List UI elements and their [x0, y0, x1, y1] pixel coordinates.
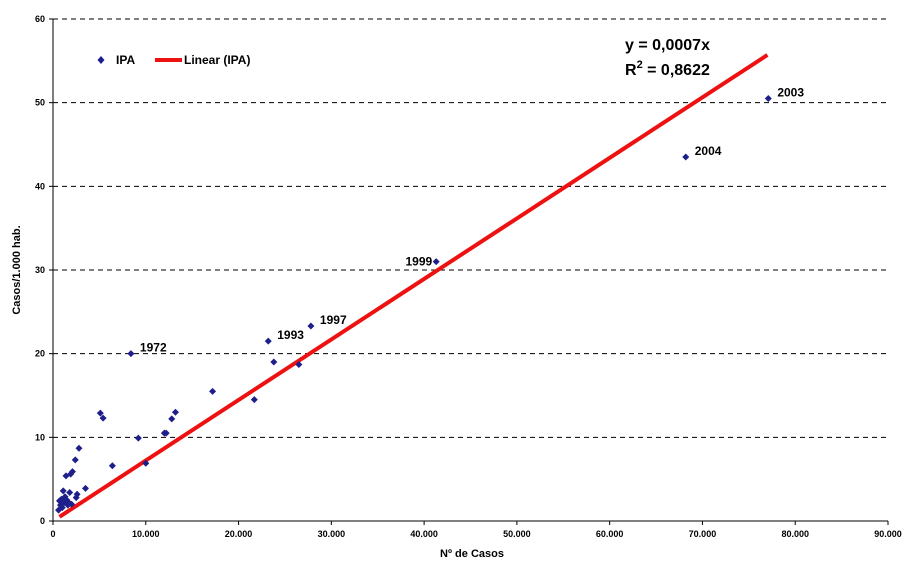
legend-label-linear: Linear (IPA)	[184, 53, 250, 67]
data-point-14	[68, 500, 76, 508]
x-tick-label-2: 20.000	[225, 529, 253, 539]
data-point-36	[307, 322, 315, 330]
data-point-30	[171, 408, 179, 416]
point-annotations: 1972 1993 1997 1999 2003 2004	[140, 85, 804, 354]
gridlines	[53, 18, 888, 438]
data-point-5	[59, 487, 67, 495]
y-tick-label-2: 20	[35, 349, 45, 359]
trendline-linear-ipa	[58, 53, 769, 519]
data-point-28	[162, 429, 170, 437]
x-tick-label-0: 0	[50, 529, 55, 539]
x-tick-label-7: 70.000	[689, 529, 717, 539]
data-point-26	[142, 459, 150, 467]
x-axis-title: Nº de Casos	[440, 548, 504, 560]
data-point-20	[81, 484, 89, 492]
x-tick-label-5: 50.000	[503, 529, 531, 539]
r-squared-superscript: 2	[637, 59, 643, 71]
data-point-34	[270, 358, 278, 366]
point-label-1972: 1972	[140, 341, 167, 355]
y-tick-labels: 0 10 20 30 40 50 60	[35, 14, 45, 526]
point-label-1999: 1999	[405, 255, 432, 269]
data-point-29	[168, 415, 176, 423]
data-point-25	[134, 434, 142, 442]
data-point-16	[71, 456, 79, 464]
r-squared-value: = 0,8622	[643, 62, 710, 79]
x-tick-label-3: 30.000	[318, 529, 346, 539]
data-point-21	[96, 409, 104, 417]
data-point-18	[73, 490, 81, 498]
data-point-32	[250, 396, 258, 404]
x-tick-label-4: 40.000	[410, 529, 438, 539]
data-point-24	[127, 350, 135, 358]
legend: IPA Linear (IPA)	[97, 53, 250, 67]
data-point-37	[432, 258, 440, 266]
y-tick-label-1: 10	[35, 432, 45, 442]
x-tick-labels: 0 10.000 20.000 30.000 40.000 50.000 60.000 70.…	[50, 529, 901, 539]
x-tick-label-1: 10.000	[132, 529, 160, 539]
data-point-31	[209, 387, 217, 395]
data-point-39	[764, 94, 772, 102]
data-point-33	[264, 337, 272, 345]
y-tick-label-0: 0	[40, 516, 45, 526]
data-point-22	[99, 414, 107, 422]
y-tick-label-3: 30	[35, 265, 45, 275]
y-tick-label-4: 40	[35, 181, 45, 191]
trendline-equation: y = 0,0007x R2 = 0,8622	[625, 37, 710, 79]
data-point-35	[295, 361, 303, 369]
axes	[49, 18, 889, 525]
x-tick-label-6: 60.000	[596, 529, 624, 539]
y-axis-title: Casos/1.000 hab.	[11, 225, 23, 314]
point-label-1997: 1997	[320, 313, 347, 327]
point-label-2004: 2004	[695, 144, 722, 158]
data-point-23	[108, 462, 116, 470]
legend-label-ipa: IPA	[116, 53, 135, 67]
data-point-12	[66, 489, 74, 497]
y-tick-label-5: 50	[35, 98, 45, 108]
y-tick-label-6: 60	[35, 14, 45, 24]
data-points	[55, 94, 772, 514]
x-tick-label-9: 90.000	[874, 529, 902, 539]
data-point-38	[682, 153, 690, 161]
data-point-19	[75, 444, 83, 452]
r-squared-prefix: R	[625, 62, 637, 79]
point-label-2003: 2003	[777, 85, 804, 99]
x-tick-label-8: 80.000	[781, 529, 809, 539]
r-squared-text: R2 = 0,8622	[625, 59, 710, 79]
legend-marker-ipa	[97, 56, 105, 64]
point-label-1993: 1993	[277, 328, 304, 342]
equation-line: y = 0,0007x	[625, 37, 710, 54]
data-point-15	[68, 468, 76, 476]
